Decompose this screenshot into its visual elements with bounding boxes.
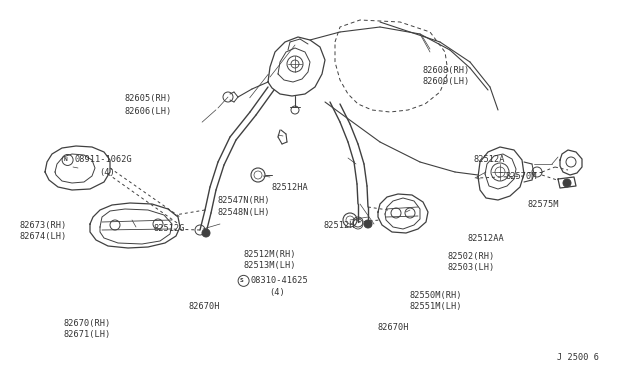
Text: 82670H: 82670H <box>378 323 409 332</box>
Circle shape <box>364 220 372 228</box>
Text: 82674(LH): 82674(LH) <box>19 232 67 241</box>
Text: 82502(RH): 82502(RH) <box>448 252 495 261</box>
Text: (4): (4) <box>99 169 115 177</box>
Text: 82512HA: 82512HA <box>272 183 308 192</box>
Text: 82512H: 82512H <box>323 221 355 230</box>
Text: S: S <box>239 278 243 283</box>
Text: J 2500 6: J 2500 6 <box>557 353 599 362</box>
Text: 82606(LH): 82606(LH) <box>125 107 172 116</box>
Text: 82503(LH): 82503(LH) <box>448 263 495 272</box>
Text: N: N <box>63 157 67 163</box>
Text: 08911-1062G: 08911-1062G <box>75 155 132 164</box>
Circle shape <box>202 229 210 237</box>
Text: 82548N(LH): 82548N(LH) <box>218 208 270 217</box>
Text: 82670H: 82670H <box>189 302 220 311</box>
Text: 82605(RH): 82605(RH) <box>125 94 172 103</box>
Text: 82673(RH): 82673(RH) <box>19 221 67 230</box>
Circle shape <box>563 179 571 187</box>
Text: 82575M: 82575M <box>528 200 559 209</box>
Text: 82608(RH): 82608(RH) <box>422 66 470 75</box>
Text: 82570M: 82570M <box>506 172 537 181</box>
Text: 82550M(RH): 82550M(RH) <box>410 291 462 300</box>
Text: 82609(LH): 82609(LH) <box>422 77 470 86</box>
Text: 82670(RH): 82670(RH) <box>64 319 111 328</box>
Text: 82512A: 82512A <box>474 155 505 164</box>
Text: 82512G: 82512G <box>154 224 185 233</box>
Text: 82671(LH): 82671(LH) <box>64 330 111 339</box>
Text: 82547N(RH): 82547N(RH) <box>218 196 270 205</box>
Text: 82551M(LH): 82551M(LH) <box>410 302 462 311</box>
Text: 08310-41625: 08310-41625 <box>251 276 308 285</box>
Text: 82513M(LH): 82513M(LH) <box>243 262 296 270</box>
Text: (4): (4) <box>269 288 285 296</box>
Text: 82512M(RH): 82512M(RH) <box>243 250 296 259</box>
Text: 82512AA: 82512AA <box>467 234 504 243</box>
